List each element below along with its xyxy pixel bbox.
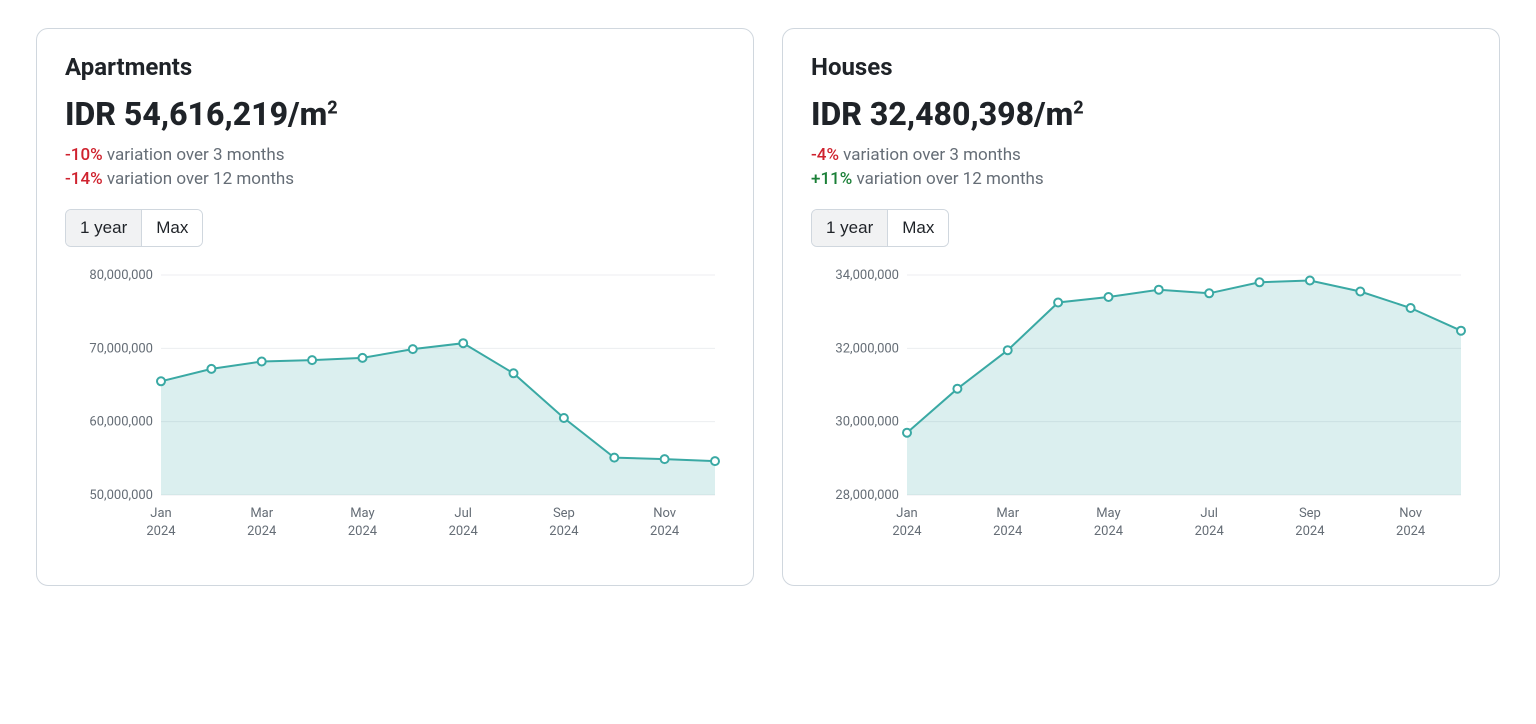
data-point	[1457, 327, 1465, 335]
x-axis-label: Sep	[553, 506, 575, 521]
range-toggle: 1 yearMax	[811, 209, 949, 247]
variation-3m-text: variation over 3 months	[103, 145, 285, 165]
data-point	[903, 429, 911, 437]
data-point	[711, 457, 719, 465]
x-axis-label: Jul	[1200, 506, 1218, 521]
chart-container: 28,000,000 30,000,000 32,000,000 34,000,000…	[811, 265, 1471, 565]
variation-3m: -10% variation over 3 months	[65, 145, 725, 165]
x-axis-sublabel: 2024	[1396, 524, 1426, 539]
x-axis-label: May	[1096, 506, 1120, 521]
x-axis-label: Mar	[250, 506, 273, 521]
x-axis-label: Mar	[996, 506, 1019, 521]
x-axis-label: Nov	[1399, 506, 1423, 521]
data-point	[258, 358, 266, 366]
x-axis-label: Jul	[454, 506, 472, 521]
variation-12m: +11% variation over 12 months	[811, 169, 1471, 189]
price-value: IDR 32,480,398/m2	[811, 95, 1471, 133]
y-axis-label: 28,000,000	[835, 488, 899, 503]
data-point	[1256, 278, 1264, 286]
card-title: Houses	[811, 53, 1471, 81]
price-chart: 28,000,000 30,000,000 32,000,000 34,000,000…	[811, 265, 1471, 565]
data-point	[308, 356, 316, 364]
x-axis-sublabel: 2024	[1195, 524, 1225, 539]
x-axis-label: May	[350, 506, 374, 521]
data-point	[1054, 299, 1062, 307]
y-axis-label: 50,000,000	[89, 488, 153, 503]
data-point	[1306, 277, 1314, 285]
x-axis-sublabel: 2024	[650, 524, 680, 539]
data-point	[1205, 289, 1213, 297]
series-area	[907, 281, 1461, 496]
range-max-button[interactable]: Max	[887, 210, 948, 246]
data-point	[459, 339, 467, 347]
x-axis-label: Nov	[653, 506, 677, 521]
y-axis-label: 70,000,000	[89, 341, 153, 356]
variation-12m: -14% variation over 12 months	[65, 169, 725, 189]
x-axis-sublabel: 2024	[449, 524, 479, 539]
x-axis-sublabel: 2024	[146, 524, 176, 539]
data-point	[1407, 304, 1415, 312]
variation-12m-text: variation over 12 months	[103, 169, 294, 189]
y-axis-label: 30,000,000	[835, 415, 899, 430]
data-point	[510, 369, 518, 377]
x-axis-sublabel: 2024	[549, 524, 579, 539]
y-axis-label: 80,000,000	[89, 268, 153, 283]
range-max-button[interactable]: Max	[141, 210, 202, 246]
range-toggle: 1 yearMax	[65, 209, 203, 247]
variation-3m-delta: -4%	[811, 145, 839, 165]
data-point	[1004, 346, 1012, 354]
price-value: IDR 54,616,219/m2	[65, 95, 725, 133]
x-axis-sublabel: 2024	[1295, 524, 1325, 539]
houses-card: Houses IDR 32,480,398/m2 -4% variation ove…	[782, 28, 1500, 586]
variation-12m-text: variation over 12 months	[852, 169, 1043, 189]
x-axis-sublabel: 2024	[348, 524, 378, 539]
x-axis-sublabel: 2024	[892, 524, 922, 539]
apartments-card: Apartments IDR 54,616,219/m2 -10% variatio…	[36, 28, 754, 586]
variation-12m-delta: -14%	[65, 169, 103, 189]
y-axis-label: 34,000,000	[835, 268, 899, 283]
x-axis-label: Sep	[1299, 506, 1321, 521]
data-point	[1105, 293, 1113, 301]
x-axis-label: Jan	[896, 506, 917, 521]
data-point	[661, 455, 669, 463]
data-point	[560, 414, 568, 422]
price-chart: 50,000,000 60,000,000 70,000,000 80,000,000…	[65, 265, 725, 565]
data-point	[610, 454, 618, 462]
variation-12m-delta: +11%	[811, 169, 852, 189]
data-point	[1356, 288, 1364, 296]
y-axis-label: 60,000,000	[89, 415, 153, 430]
x-axis-sublabel: 2024	[993, 524, 1023, 539]
range-1year-button[interactable]: 1 year	[812, 210, 887, 246]
data-point	[1155, 286, 1163, 294]
data-point	[409, 345, 417, 353]
y-axis-label: 32,000,000	[835, 341, 899, 356]
x-axis-sublabel: 2024	[1094, 524, 1124, 539]
variation-3m-text: variation over 3 months	[839, 145, 1021, 165]
range-1year-button[interactable]: 1 year	[66, 210, 141, 246]
variation-3m-delta: -10%	[65, 145, 103, 165]
x-axis-label: Jan	[150, 506, 171, 521]
data-point	[359, 354, 367, 362]
series-area	[161, 343, 715, 495]
data-point	[157, 377, 165, 385]
data-point	[207, 365, 215, 373]
variation-3m: -4% variation over 3 months	[811, 145, 1471, 165]
chart-container: 50,000,000 60,000,000 70,000,000 80,000,000…	[65, 265, 725, 565]
card-title: Apartments	[65, 53, 725, 81]
x-axis-sublabel: 2024	[247, 524, 277, 539]
data-point	[953, 385, 961, 393]
